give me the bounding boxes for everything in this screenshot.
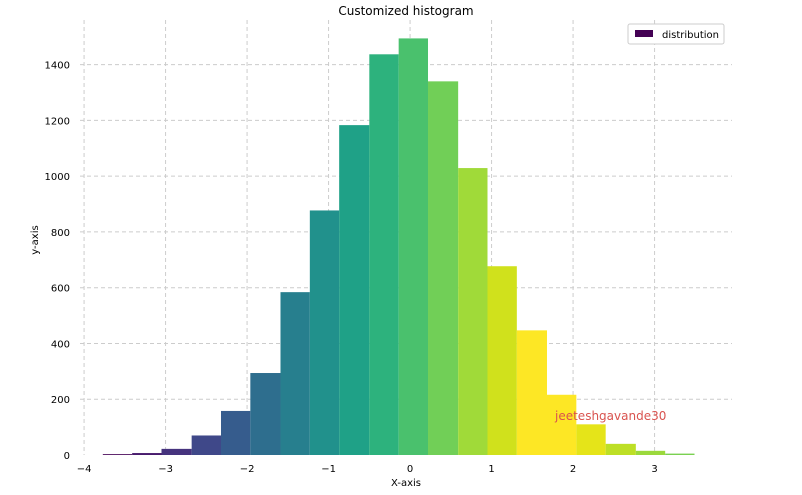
histogram-bar — [280, 292, 310, 455]
histogram-bar — [428, 81, 459, 455]
histogram-bar — [605, 443, 636, 455]
y-tick-label: 0 — [64, 451, 70, 462]
histogram-bar — [398, 38, 429, 456]
y-tick-label: 1400 — [45, 61, 70, 72]
y-tick-label: 1000 — [45, 172, 70, 183]
x-tick-label: 0 — [407, 464, 413, 475]
legend-label: distribution — [662, 30, 719, 41]
chart-title: Customized histogram — [338, 4, 473, 18]
histogram-bar — [309, 210, 340, 455]
y-tick-label: 1200 — [45, 116, 70, 127]
bars — [102, 38, 695, 456]
legend-swatch — [635, 30, 653, 37]
x-tick-label: −3 — [158, 464, 173, 475]
histogram-bar — [102, 454, 133, 455]
x-tick-label: 2 — [570, 464, 576, 475]
histogram-bar — [458, 168, 488, 455]
x-axis-title: X-axis — [391, 478, 421, 489]
histogram-bar — [665, 453, 695, 455]
x-tick-label: 1 — [488, 464, 494, 475]
x-tick-label: −1 — [321, 464, 336, 475]
x-tick-label: 3 — [651, 464, 657, 475]
x-tick-label: −2 — [240, 464, 255, 475]
y-axis-title: y-axis — [30, 225, 41, 254]
histogram-bar — [369, 54, 399, 456]
watermark-text: jeeteshgavande30 — [554, 409, 666, 423]
histogram-bar — [339, 125, 370, 455]
x-axis-ticks: −4 −3 −2 −1 0 1 2 3 — [77, 464, 658, 475]
y-tick-label: 600 — [51, 284, 70, 295]
y-axis-ticks: 0 200 400 600 800 1000 1200 1400 — [45, 61, 70, 462]
y-tick-label: 400 — [51, 339, 70, 350]
x-tick-label: −4 — [77, 464, 92, 475]
histogram-bar — [516, 330, 547, 455]
legend: distribution — [627, 23, 725, 45]
histogram-bar — [250, 373, 281, 455]
y-tick-label: 800 — [51, 228, 70, 239]
histogram-bar — [161, 448, 192, 455]
histogram-bar — [546, 394, 577, 455]
histogram-bar — [635, 450, 666, 455]
histogram-bar — [191, 435, 221, 455]
histogram-bar — [220, 410, 251, 455]
histogram-bar — [576, 424, 606, 455]
histogram-bar — [132, 453, 162, 455]
y-tick-label: 200 — [51, 395, 70, 406]
histogram-bar — [487, 266, 517, 455]
legend-frame — [627, 23, 725, 45]
